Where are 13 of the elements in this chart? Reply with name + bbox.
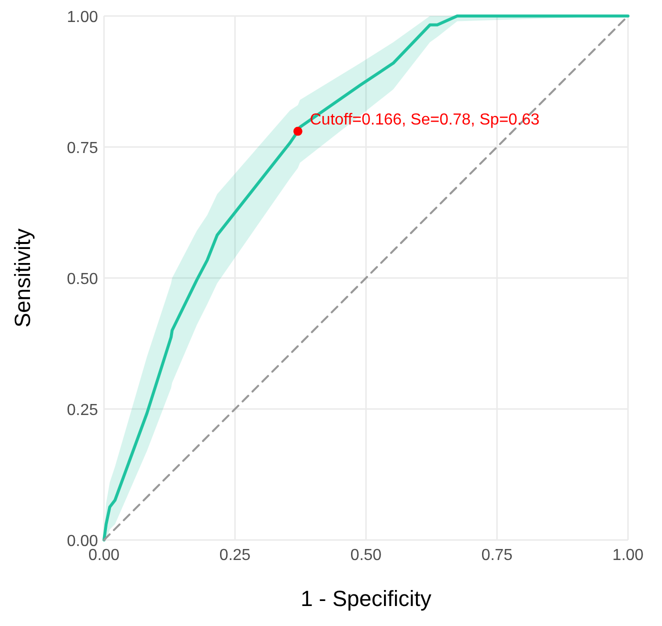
x-tick-label: 0.00 xyxy=(88,547,120,564)
y-tick-label: 0.25 xyxy=(66,402,98,419)
x-tick-label: 0.50 xyxy=(350,547,382,564)
x-tick-label: 0.25 xyxy=(219,547,251,564)
x-tick-label: 1.00 xyxy=(612,547,644,564)
x-tick-label: 0.75 xyxy=(481,547,513,564)
annotation: Cutoff=0.166, Se=0.78, Sp=0.63 xyxy=(310,111,540,128)
y-tick-label: 0.00 xyxy=(66,533,98,550)
y-tick-label: 0.75 xyxy=(66,140,98,157)
y-tick-label: 0.50 xyxy=(66,271,98,288)
x-axis-title: 1 - Specificity xyxy=(300,586,432,611)
y-tick-label: 1.00 xyxy=(66,9,98,26)
y-axis-title: Sensitivity xyxy=(10,228,35,328)
